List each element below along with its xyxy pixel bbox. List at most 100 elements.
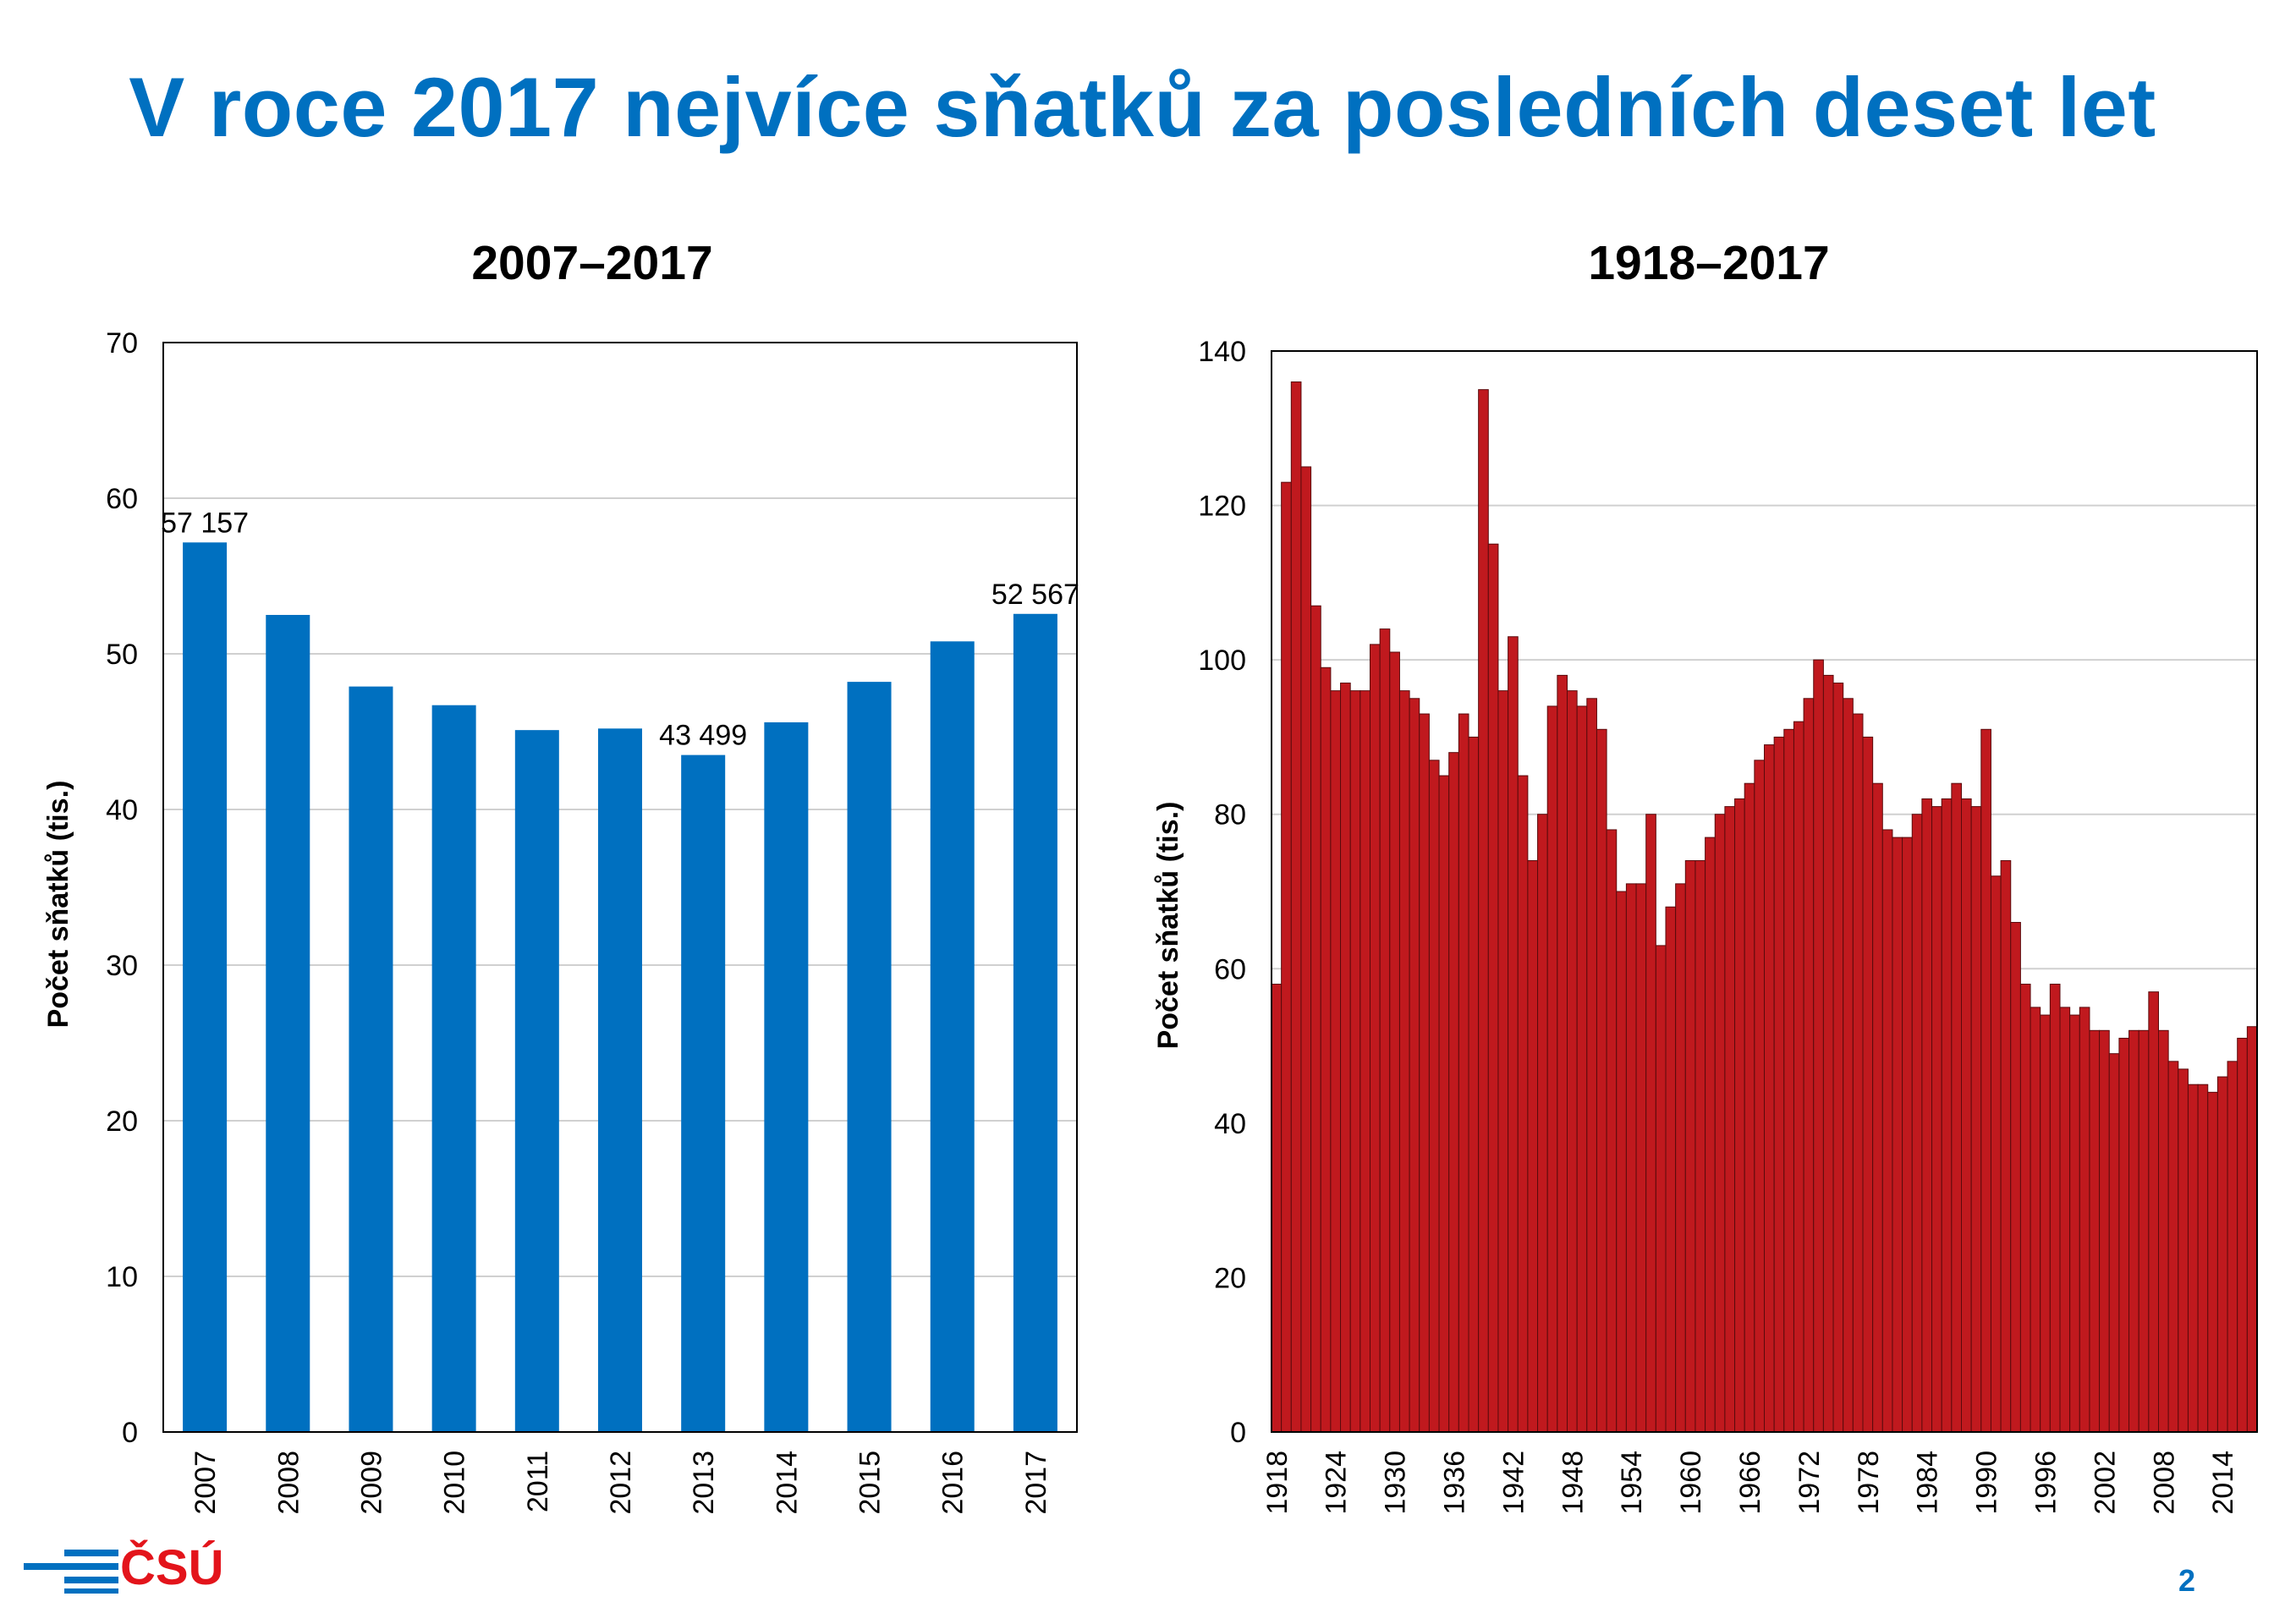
bar-1991 bbox=[1990, 875, 2002, 1433]
bar-1978 bbox=[1862, 736, 1874, 1433]
bar-1923 bbox=[1320, 667, 1332, 1433]
bar-1954 bbox=[1625, 883, 1637, 1433]
bar-1949 bbox=[1576, 705, 1588, 1433]
bar-1998 bbox=[2059, 1007, 2071, 1433]
bar-1966 bbox=[1744, 782, 1755, 1433]
x-tick-label: 1990 bbox=[1971, 1451, 2003, 1515]
bar-1962 bbox=[1705, 837, 1716, 1433]
bar-2008 bbox=[2158, 1029, 2169, 1433]
bar-2017 bbox=[1013, 613, 1057, 1432]
bar-1946 bbox=[1546, 705, 1558, 1433]
x-tick-label: 1942 bbox=[1497, 1451, 1530, 1515]
bar-1919 bbox=[1281, 481, 1292, 1433]
bar-1980 bbox=[1881, 829, 1893, 1433]
bar-1990 bbox=[1980, 728, 1991, 1433]
bar-1941 bbox=[1497, 690, 1509, 1433]
bar-1974 bbox=[1822, 674, 1834, 1433]
bar-1947 bbox=[1557, 674, 1568, 1433]
y-tick-label: 100 bbox=[1198, 645, 1246, 677]
bar-1938 bbox=[1468, 736, 1480, 1433]
bar-2003 bbox=[2108, 1053, 2120, 1433]
x-tick-label: 1996 bbox=[2030, 1451, 2063, 1515]
bar-1993 bbox=[2010, 922, 2021, 1433]
x-tick-label: 2014 bbox=[2207, 1451, 2239, 1515]
bar-1989 bbox=[1970, 806, 1982, 1433]
bar-1967 bbox=[1754, 760, 1766, 1433]
left-chart-title: 2007–2017 bbox=[471, 236, 713, 290]
bar-1997 bbox=[2049, 984, 2061, 1433]
x-tick-label: 2007 bbox=[190, 1451, 222, 1515]
x-tick-label: 1924 bbox=[1321, 1451, 1353, 1515]
x-tick-label: 1948 bbox=[1557, 1451, 1589, 1515]
bar-1939 bbox=[1478, 389, 1489, 1433]
bar-2002 bbox=[2099, 1029, 2110, 1433]
right-bar-chart: 0 20 40 60 80 100 120 140 1918 1924 1930 1936 1942 19… bbox=[1152, 336, 2258, 1515]
y-tick-label: 40 bbox=[1214, 1108, 1246, 1140]
x-tick-label: 2015 bbox=[854, 1451, 887, 1515]
bar-1950 bbox=[1586, 698, 1597, 1433]
bar-1979 bbox=[1872, 782, 1883, 1433]
plot-frame bbox=[162, 342, 1078, 1433]
y-tick-label: 20 bbox=[1214, 1262, 1246, 1294]
bar-2016 bbox=[930, 641, 975, 1432]
bar-1925 bbox=[1340, 683, 1351, 1433]
bar-2012 bbox=[598, 728, 642, 1432]
x-tick-label: 1960 bbox=[1675, 1451, 1707, 1515]
bar-1948 bbox=[1567, 690, 1578, 1433]
bar-2006 bbox=[2138, 1029, 2150, 1433]
bar-2014 bbox=[764, 721, 809, 1432]
bar-2014 bbox=[2216, 1076, 2228, 1433]
bar-1987 bbox=[1951, 782, 1963, 1433]
csu-logo-lines bbox=[24, 1550, 118, 1594]
bar-1969 bbox=[1773, 736, 1785, 1433]
bar-1996 bbox=[2040, 1014, 2051, 1433]
bar-1956 bbox=[1645, 814, 1656, 1433]
bar-1931 bbox=[1398, 690, 1410, 1433]
y-tick-label: 0 bbox=[1230, 1417, 1246, 1449]
bar-1942 bbox=[1508, 636, 1519, 1433]
x-tick-label: 1918 bbox=[1261, 1451, 1294, 1515]
y-tick-label: 10 bbox=[106, 1261, 138, 1293]
bar-1957 bbox=[1655, 945, 1667, 1433]
y-tick-label: 20 bbox=[106, 1106, 138, 1138]
csu-logo-text: ČSÚ bbox=[120, 1540, 224, 1595]
bar-1976 bbox=[1843, 698, 1854, 1433]
y-tick-label: 50 bbox=[106, 639, 138, 671]
bar-1968 bbox=[1764, 744, 1775, 1433]
bar-2004 bbox=[2118, 1037, 2130, 1433]
bar-1961 bbox=[1695, 859, 1706, 1433]
y-tick-label: 60 bbox=[1214, 953, 1246, 985]
x-tick-label: 2002 bbox=[2089, 1451, 2121, 1515]
bar-1977 bbox=[1852, 713, 1864, 1433]
bar-1928 bbox=[1370, 644, 1381, 1433]
right-chart-title: 1918–2017 bbox=[1588, 236, 1830, 290]
y-tick-label: 80 bbox=[1214, 799, 1246, 831]
bar-1964 bbox=[1724, 806, 1736, 1433]
bar-1921 bbox=[1300, 466, 1312, 1433]
data-label-2013: 43 499 bbox=[659, 720, 747, 752]
bar-1951 bbox=[1596, 728, 1607, 1433]
y-tick-label: 0 bbox=[122, 1417, 138, 1449]
x-tick-label: 2012 bbox=[605, 1451, 637, 1515]
bar-2005 bbox=[2128, 1029, 2139, 1433]
bar-1986 bbox=[1941, 798, 1953, 1433]
bar-1981 bbox=[1892, 837, 1903, 1433]
x-tick-label: 2014 bbox=[771, 1451, 803, 1515]
bar-1943 bbox=[1517, 775, 1529, 1433]
x-tick-label: 1978 bbox=[1853, 1451, 1885, 1515]
bar-2016 bbox=[2237, 1037, 2248, 1433]
bar-2013 bbox=[2207, 1091, 2218, 1433]
bar-1926 bbox=[1349, 690, 1361, 1433]
bar-1953 bbox=[1616, 891, 1627, 1433]
bar-1973 bbox=[1813, 659, 1824, 1433]
bar-1982 bbox=[1902, 837, 1913, 1433]
bar-1945 bbox=[1537, 814, 1548, 1433]
x-tick-label: 1972 bbox=[1793, 1451, 1826, 1515]
y-tick-label: 60 bbox=[106, 483, 138, 515]
x-tick-label: 1984 bbox=[1912, 1451, 1944, 1515]
bar-1930 bbox=[1389, 651, 1400, 1433]
left-bar-chart: 0 10 20 30 40 50 60 70 2007 2008 2009 2010 2011 2012 2… bbox=[42, 327, 1079, 1515]
bar-2017 bbox=[2246, 1026, 2258, 1433]
bar-1937 bbox=[1458, 713, 1469, 1433]
y-tick-label: 40 bbox=[106, 794, 138, 826]
